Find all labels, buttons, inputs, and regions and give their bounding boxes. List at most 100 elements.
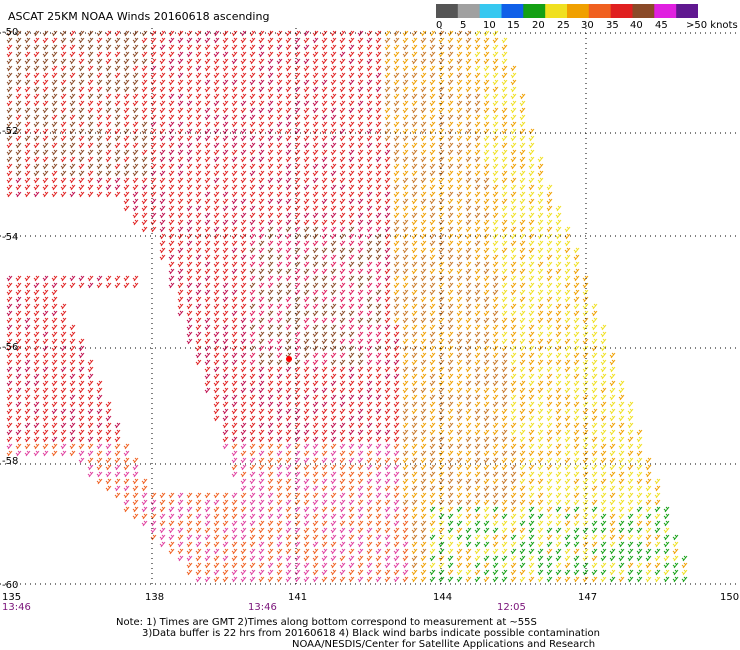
wind-barb [420, 471, 427, 478]
wind-barb [15, 107, 22, 114]
wind-barb [312, 303, 319, 310]
wind-barb [195, 184, 202, 191]
wind-barb [60, 149, 67, 156]
wind-barb [321, 268, 328, 275]
wind-barb [501, 282, 508, 289]
wind-barb [465, 79, 472, 86]
wind-barb [537, 569, 544, 576]
wind-barb [357, 534, 364, 541]
wind-barb [159, 226, 166, 233]
wind-barb [357, 541, 364, 548]
wind-barb [492, 478, 499, 485]
wind-barb [411, 310, 418, 317]
wind-barb [501, 499, 508, 506]
wind-barb [258, 163, 265, 170]
wind-barb [285, 513, 292, 520]
wind-barb [384, 429, 391, 436]
wind-barb [420, 30, 427, 37]
wind-barb [114, 128, 121, 135]
wind-barb [474, 107, 481, 114]
wind-barb [60, 121, 67, 128]
wind-barb [411, 86, 418, 93]
wind-barb [213, 58, 220, 65]
wind-barb [87, 275, 94, 282]
wind-barb [618, 499, 625, 506]
wind-barb [339, 555, 346, 562]
wind-barb [267, 93, 274, 100]
wind-barb [636, 555, 643, 562]
wind-barb [510, 240, 517, 247]
wind-barb [114, 121, 121, 128]
wind-barb [465, 184, 472, 191]
wind-barb [393, 219, 400, 226]
wind-barb [195, 142, 202, 149]
wind-barb [312, 177, 319, 184]
wind-barb [447, 58, 454, 65]
wind-barb [51, 401, 58, 408]
wind-barb [492, 128, 499, 135]
wind-barb [456, 548, 463, 555]
wind-barb [222, 93, 229, 100]
wind-barb [546, 436, 553, 443]
wind-barb [249, 443, 256, 450]
wind-barb [564, 415, 571, 422]
wind-barb [195, 345, 202, 352]
wind-barb [312, 170, 319, 177]
wind-barb [384, 303, 391, 310]
wind-barb [24, 275, 31, 282]
wind-barb [195, 240, 202, 247]
wind-barb [411, 401, 418, 408]
wind-barb [186, 72, 193, 79]
wind-barb [357, 352, 364, 359]
wind-barb [393, 352, 400, 359]
wind-barb [303, 471, 310, 478]
wind-barb [204, 149, 211, 156]
wind-barb [438, 324, 445, 331]
wind-barb [285, 198, 292, 205]
wind-barb [267, 534, 274, 541]
wind-barb [564, 289, 571, 296]
wind-barb [258, 268, 265, 275]
colorbar-swatch [588, 4, 612, 18]
wind-barb [375, 485, 382, 492]
wind-barb [195, 86, 202, 93]
wind-barb [411, 184, 418, 191]
wind-barb [366, 184, 373, 191]
wind-barb [465, 345, 472, 352]
wind-barb [348, 198, 355, 205]
wind-barb [141, 30, 148, 37]
wind-barb [411, 506, 418, 513]
wind-barb [231, 261, 238, 268]
wind-barb [339, 79, 346, 86]
wind-barb [15, 184, 22, 191]
wind-barb [429, 149, 436, 156]
wind-barb [582, 401, 589, 408]
wind-barb [267, 163, 274, 170]
wind-barb [285, 51, 292, 58]
wind-barb [465, 135, 472, 142]
wind-barb [447, 275, 454, 282]
wind-barb [240, 51, 247, 58]
wind-barb [177, 198, 184, 205]
wind-barb [609, 422, 616, 429]
wind-barb [330, 422, 337, 429]
wind-barb [555, 450, 562, 457]
wind-barb [663, 506, 670, 513]
wind-barb [15, 436, 22, 443]
wind-barb [123, 44, 130, 51]
wind-barb [510, 513, 517, 520]
wind-barb [609, 471, 616, 478]
wind-barb [501, 44, 508, 51]
wind-barb [420, 107, 427, 114]
wind-barb [33, 128, 40, 135]
wind-barb [6, 296, 13, 303]
wind-barb [429, 443, 436, 450]
wind-barb [249, 135, 256, 142]
wind-barb [168, 163, 175, 170]
wind-barb [600, 513, 607, 520]
wind-barb [69, 282, 76, 289]
wind-barb [159, 170, 166, 177]
wind-barb [267, 254, 274, 261]
wind-barb [465, 226, 472, 233]
wind-barb [96, 177, 103, 184]
